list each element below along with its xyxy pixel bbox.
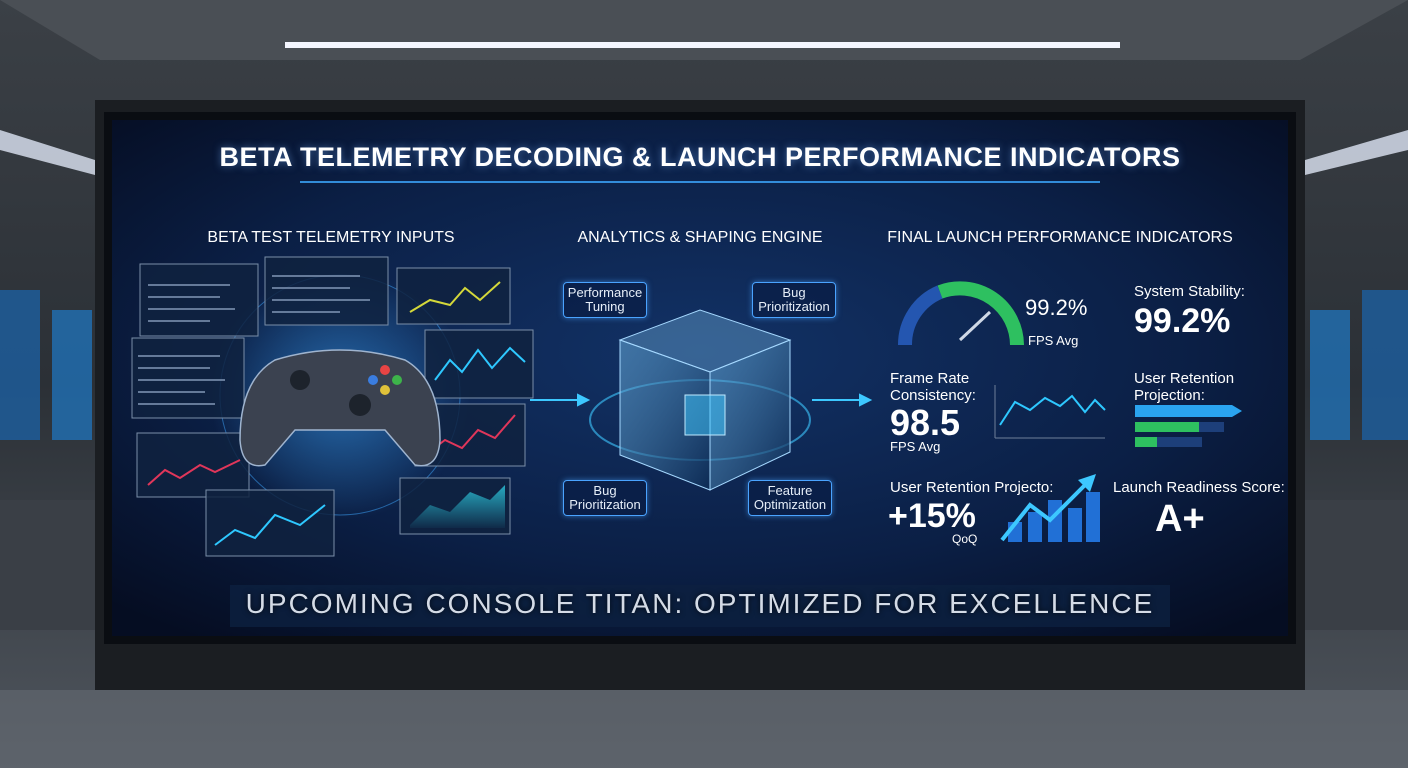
decoration-rect [1305,500,1408,630]
decoration-rect [136,432,250,498]
decoration-polygon [709,339,791,491]
indicator-caption: QoQ [952,532,978,546]
engine-label: Feature Optimization [748,480,832,516]
decoration-polygon [1078,474,1096,492]
decoration-polygon [1135,405,1242,417]
indicator-label: System Stability: [1134,283,1245,300]
decoration-path [937,281,1024,346]
decoration-g [530,393,873,407]
indicator-label: User Retention Projection: [1134,370,1235,404]
indicator-value: +15% [888,497,976,535]
decoration-polyline [147,459,241,486]
decoration-rect [52,310,92,440]
decoration-polygon [859,393,873,407]
decoration-rect [131,337,245,419]
decoration-rect [285,42,1120,48]
indicator-label: Launch Readiness Score: [1113,479,1285,496]
footer-banner: UPCOMING CONSOLE TITAN: OPTIMIZED FOR EX… [245,588,1155,619]
decoration-rect [139,263,259,337]
engine-label: Bug Prioritization [563,480,647,516]
decoration-rect [1310,310,1350,440]
indicator-caption: FPS Avg [890,439,941,454]
decoration-rect [1199,422,1224,432]
engine-label: Performance Tuning [563,282,647,318]
decoration-polygon [410,485,505,528]
gauge-caption: FPS Avg [1028,333,1079,348]
decoration-rect [1028,512,1042,542]
title: BETA TELEMETRY DECODING & LAUNCH PERFORM… [219,142,1181,172]
decoration-rect [1068,508,1082,542]
decoration-circle [368,375,378,385]
decoration-polyline [424,414,516,456]
indicator-label: Frame Rate Consistency: [890,370,976,404]
decoration-polygon [1305,130,1408,175]
decoration-polyline [434,346,526,381]
decoration-polygon [0,130,95,175]
decoration-polygon [0,690,1408,768]
decoration-g [994,385,1105,439]
decoration-polyline [214,504,326,546]
decoration-polyline [999,394,1106,426]
decoration-rect [424,329,534,399]
decoration-circle [380,385,390,395]
decoration-rect [230,585,1170,627]
decoration-circle [392,375,402,385]
decoration-rect [1135,437,1157,447]
decoration-rect [1086,492,1100,542]
indicator-value: 98.5 [890,402,961,443]
gauge-value: 99.2% [1025,295,1088,320]
decoration-rect [264,256,389,326]
indicator-label: User Retention Projecto: [890,479,1054,496]
decoration-rect [205,489,335,557]
section-heading: ANALYTICS & SHAPING ENGINE [577,229,823,246]
engine-label: Bug Prioritization [752,282,836,318]
decoration-circle [380,365,390,375]
decoration-rect [1135,422,1199,432]
decoration-path [239,349,441,467]
decoration-rect [0,500,100,630]
decoration-circle [290,370,310,390]
section-heading: FINAL LAUNCH PERFORMANCE INDICATORS [887,229,1233,246]
section-heading: BETA TEST TELEMETRY INPUTS [207,229,455,246]
decoration-rect [0,290,40,440]
decoration-g [138,275,370,405]
decoration-polygon [577,393,591,407]
decoration-g [1008,492,1100,542]
decoration-rect [1157,437,1202,447]
decoration-path [897,285,943,346]
decoration-rect [1362,290,1408,440]
indicator-value: 99.2% [1134,302,1231,340]
decoration-g [147,281,526,546]
decoration-circle [349,394,371,416]
decoration-polyline [1000,483,1087,542]
decoration-rect [396,267,511,325]
decoration-polygon [0,0,1408,60]
decoration-rect [684,394,726,436]
decoration-line [958,310,992,342]
decoration-polyline [409,281,501,313]
indicator-value: A+ [1155,498,1205,540]
